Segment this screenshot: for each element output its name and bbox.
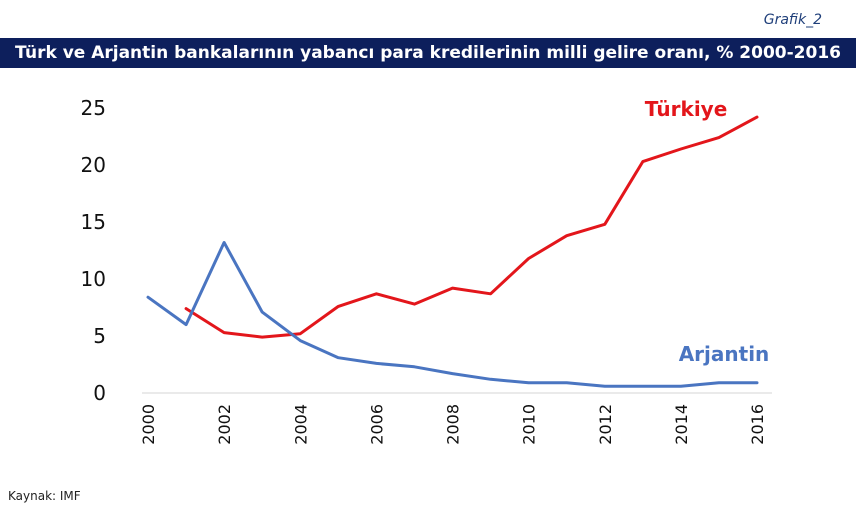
x-tick-label: 2010 <box>520 404 539 445</box>
series-line-arjantin <box>146 241 759 388</box>
series-labels: Türkiye Arjantin <box>645 97 770 366</box>
x-tick-label: 2000 <box>139 404 158 445</box>
y-tick-label: 10 <box>81 267 106 291</box>
x-tick-label: 2016 <box>748 404 767 445</box>
axes: 0 5 10 15 20 25 2000 2002 2004 2006 2008 2010 2012 20… <box>81 96 772 445</box>
chart-title-bar: Türk ve Arjantin bankalarının yabancı pa… <box>0 38 856 68</box>
x-tick-label: 2014 <box>672 404 691 445</box>
y-tick-label: 20 <box>81 153 106 177</box>
y-tick-label: 25 <box>81 96 106 120</box>
x-tick-label: 2006 <box>367 404 386 445</box>
chart-number-label: Grafik_2 <box>763 12 822 28</box>
source-note: Kaynak: IMF <box>8 489 81 503</box>
y-tick-label: 0 <box>93 381 106 405</box>
series-label-arjantin: Arjantin <box>679 342 770 366</box>
x-tick-label: 2008 <box>444 404 463 445</box>
series-line-türkiye <box>184 115 759 339</box>
x-tick-label: 2002 <box>215 404 234 445</box>
series-label-türkiye: Türkiye <box>645 97 728 121</box>
x-tick-label: 2004 <box>291 404 310 445</box>
y-tick-label: 15 <box>81 210 106 234</box>
y-tick-label: 5 <box>93 324 106 348</box>
x-tick-label: 2012 <box>596 404 615 445</box>
series-lines <box>146 115 759 388</box>
